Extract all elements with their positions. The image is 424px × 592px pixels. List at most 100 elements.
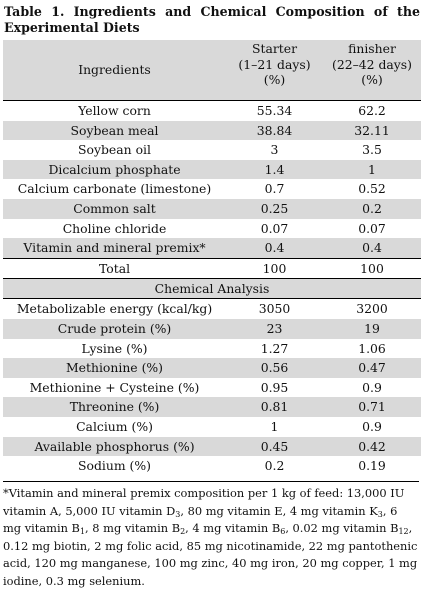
row-label: Calcium carbonate (limestone) — [17, 181, 212, 197]
row-label: Lysine (%) — [81, 340, 148, 356]
header-finisher: finisher (22–42 days) (%) — [323, 40, 421, 101]
diet-composition-table: Ingredients Starter (1–21 days) (%) fini… — [3, 40, 421, 476]
row-value-starter: 55.34 — [256, 103, 293, 118]
table-row: Vitamin and mineral premix* 0.4 0.4 — [3, 238, 421, 259]
row-value-starter: 0.25 — [226, 198, 323, 219]
row-value-starter: 23 — [226, 318, 323, 339]
row-value-finisher: 19 — [323, 318, 421, 339]
row-value-starter: 1 — [270, 418, 279, 434]
table-row: Metabolizable energy (kcal/kg) 3050 3200 — [3, 299, 421, 319]
row-label: Common salt — [3, 198, 226, 219]
header-ingredients: Ingredients — [3, 40, 226, 101]
table-row: Yellow corn 55.34 62.2 — [3, 101, 421, 121]
row-value-starter: 0.4 — [226, 238, 323, 259]
table-row: Calcium (%) 1 0.9 — [3, 417, 421, 437]
footnote-subscript: 3 — [377, 509, 383, 519]
section-title: Chemical Analysis — [3, 278, 421, 300]
table-row: Sodium (%) 0.2 0.19 — [3, 456, 421, 476]
row-label: Vitamin and mineral premix* — [3, 238, 226, 259]
footnote-text: , 0.02 mg vitamin B — [285, 521, 399, 536]
row-value-finisher: 0.19 — [358, 458, 386, 474]
header-finisher-line: (%) — [361, 72, 383, 87]
table-row: Dicalcium phosphate 1.4 1 — [3, 159, 421, 180]
table-caption: Table 1. Ingredients and Chemical Compos… — [4, 4, 420, 36]
row-value-starter: 0.2 — [264, 458, 285, 474]
table-row: Methionine + Cysteine (%) 0.95 0.9 — [3, 378, 421, 398]
row-value-finisher: 0.07 — [358, 220, 386, 236]
row-value-starter: 0.07 — [260, 220, 289, 236]
table-row: Calcium carbonate (limestone) 0.7 0.52 — [3, 179, 421, 199]
footnote-text: , 4 mg vitamin B — [185, 521, 281, 536]
row-value-starter: 1.4 — [226, 159, 323, 180]
footnote-subscript: 12 — [398, 527, 409, 537]
footnote-text: , 80 mg vitamin E, 4 mg vitamin K — [180, 503, 378, 518]
footnote-text: , 0.12 mg biotin, 2 mg folic acid, 85 mg… — [3, 521, 418, 588]
footnote-text: , 6 mg vitamin B — [3, 503, 398, 536]
row-value-finisher: 0.2 — [323, 198, 421, 219]
row-value-finisher: 0.9 — [362, 379, 382, 395]
header-finisher-line: (22–42 days) — [331, 56, 412, 72]
table-row: Soybean oil 3 3.5 — [3, 140, 421, 160]
caption-line-2: Experimental Diets — [4, 20, 140, 35]
row-value-starter: 0.95 — [260, 379, 289, 395]
table-row: Lysine (%) 1.27 1.06 — [3, 339, 421, 359]
row-value-finisher: 0.52 — [358, 181, 386, 197]
row-label: Yellow corn — [78, 103, 151, 118]
footnote-text: *Vitamin and mineral premix composition … — [3, 486, 405, 518]
row-value-finisher: 3.5 — [362, 142, 382, 158]
table-row: Choline chloride 0.07 0.07 — [3, 219, 421, 239]
header-starter: Starter (1–21 days) (%) — [226, 40, 323, 101]
row-value-finisher: 0.71 — [323, 397, 421, 417]
header-starter-line: Starter — [251, 41, 297, 56]
row-label: Metabolizable energy (kcal/kg) — [16, 301, 213, 317]
row-label: Methionine (%) — [3, 358, 226, 378]
row-label: Soybean meal — [3, 120, 226, 141]
row-value-starter: 38.84 — [226, 120, 323, 141]
header-starter-line: (%) — [263, 72, 286, 87]
row-value-finisher: 0.42 — [323, 436, 421, 457]
row-label: Dicalcium phosphate — [3, 159, 226, 180]
row-value-finisher: 3200 — [356, 301, 388, 317]
row-value-finisher: 0.47 — [323, 358, 421, 378]
table-row: Soybean meal 38.84 32.11 — [3, 120, 421, 141]
row-value-starter: 100 — [226, 257, 323, 279]
header-starter-line: (1–21 days) — [238, 56, 311, 72]
table-row: Crude protein (%) 23 19 — [3, 318, 421, 339]
row-value-starter: 1.27 — [260, 340, 289, 356]
row-value-finisher: 1 — [323, 159, 421, 180]
row-label: Soybean oil — [78, 142, 151, 158]
section-row: Chemical Analysis — [3, 278, 421, 300]
row-label: Total — [3, 257, 226, 279]
row-value-starter: 0.45 — [226, 436, 323, 457]
footnote: *Vitamin and mineral premix composition … — [3, 481, 419, 591]
row-value-starter: 3 — [270, 142, 279, 158]
row-label: Methionine + Cysteine (%) — [29, 379, 200, 395]
table-row: Methionine (%) 0.56 0.47 — [3, 358, 421, 378]
header-row: Ingredients Starter (1–21 days) (%) fini… — [3, 40, 421, 101]
row-value-finisher: 0.9 — [362, 418, 382, 434]
row-value-starter: 0.7 — [264, 181, 285, 197]
row-label: Sodium (%) — [78, 458, 151, 474]
row-label: Threonine (%) — [3, 397, 226, 417]
row-label: Available phosphorus (%) — [3, 436, 226, 457]
row-value-finisher: 1.06 — [358, 340, 386, 356]
row-label: Choline chloride — [62, 220, 167, 236]
caption-line-1: Table 1. Ingredients and Chemical Compos… — [4, 4, 420, 19]
footnote-subscript: 1 — [79, 527, 86, 537]
row-value-starter: 0.81 — [226, 397, 323, 417]
footnote-text: , 8 mg vitamin B — [85, 521, 181, 536]
table-row: Common salt 0.25 0.2 — [3, 198, 421, 219]
row-value-finisher: 0.4 — [323, 238, 421, 259]
row-value-starter: 0.56 — [226, 358, 323, 378]
table-row: Total 100 100 — [3, 257, 421, 279]
row-label: Calcium (%) — [76, 418, 153, 434]
footnote-subscript: 3 — [175, 509, 181, 519]
footnote-subscript: 6 — [280, 527, 286, 537]
footnote-subscript: 2 — [180, 527, 186, 537]
row-value-starter: 3050 — [258, 301, 291, 317]
row-value-finisher: 100 — [323, 257, 421, 279]
table-row: Available phosphorus (%) 0.45 0.42 — [3, 436, 421, 457]
table-row: Threonine (%) 0.81 0.71 — [3, 397, 421, 417]
row-label: Crude protein (%) — [3, 318, 226, 339]
header-finisher-line: finisher — [348, 41, 396, 56]
